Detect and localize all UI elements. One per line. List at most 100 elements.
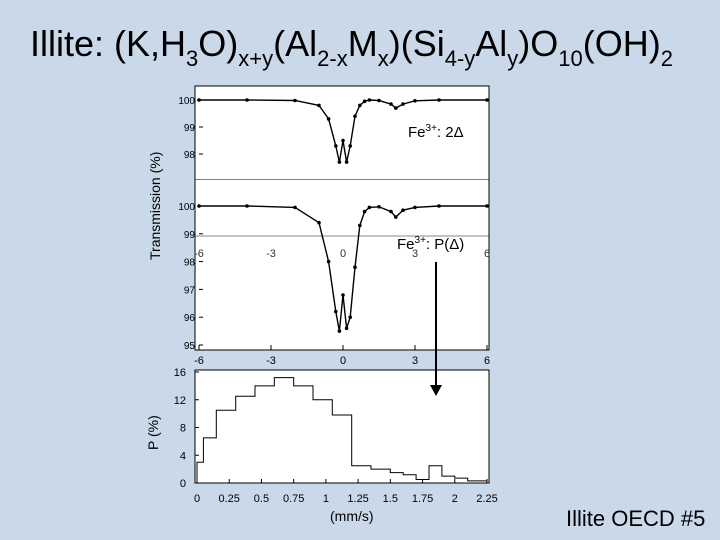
spectrum-point xyxy=(337,160,342,164)
spectrum-point xyxy=(362,209,367,214)
histogram-bar xyxy=(455,478,468,483)
spectrum-point xyxy=(401,102,405,106)
spectrum-point xyxy=(362,99,367,104)
upper-spectrum-plot: 100 99 98 xyxy=(178,96,489,164)
fe-lower-suffix: : P(Δ) xyxy=(425,236,465,253)
spectrum-point xyxy=(245,98,249,102)
fe-upper-label: Fe3+: 2Δ xyxy=(408,123,464,142)
title-formula: : (K,H3O)x+y(Al2-xMx)(Si4-yAly)O10(OH)2 xyxy=(94,23,673,70)
spectrum-point xyxy=(413,99,417,103)
lower-spectrum-plot: 100 99 98 97 96 95 -6 -6 -3 -3 0 0 3 3 6 6 xyxy=(178,202,490,367)
histogram-y-axis-label: P (%) xyxy=(145,415,161,450)
histogram-bar xyxy=(197,462,203,483)
histogram-bar xyxy=(390,473,403,483)
spectrum-point xyxy=(437,204,441,208)
spectrum-point xyxy=(377,98,381,103)
hist-x-tick-label: 0.5 xyxy=(254,493,269,505)
spectrum-point xyxy=(293,205,297,210)
histogram-plot: 16 12 8 4 00 0.25 0.5 0.75 1 1.25 1.5 1.75 2 2.25 xyxy=(174,367,498,505)
spectrum-point xyxy=(485,204,489,208)
histogram-bar xyxy=(429,466,442,483)
fe-lower-sup: 3+ xyxy=(414,235,426,246)
formula-text: (OH) xyxy=(582,23,661,64)
spectrum-point xyxy=(401,208,405,212)
spectrum-point xyxy=(367,98,372,102)
hist-x-tick-label: 1.5 xyxy=(383,493,398,505)
spectrum-point xyxy=(326,259,331,264)
spectrum-point xyxy=(337,329,342,333)
histogram-bar xyxy=(274,378,293,483)
formula-subscript: 3 xyxy=(186,46,199,72)
histogram-x-axis-label: (mm/s) xyxy=(330,508,374,524)
spectrum-point xyxy=(394,215,398,219)
hist-x-tick-label: 0 xyxy=(194,493,200,505)
title-mineral-name: Illite xyxy=(30,23,95,64)
formula-text: : (K,H xyxy=(94,23,187,64)
lower-y-tick-label: 97 xyxy=(184,285,196,296)
spectrum-point xyxy=(348,315,353,320)
histogram-bar xyxy=(313,400,332,483)
lower-y-tick-label: 99 xyxy=(184,230,196,241)
hist-y-tick-label: 0 xyxy=(180,478,186,490)
spectrum-point xyxy=(353,114,357,118)
lower-y-tick-label: 96 xyxy=(184,313,196,324)
lower-y-tick-label: 98 xyxy=(184,258,196,269)
spectrum-point xyxy=(389,102,393,106)
formula-subscript: x xyxy=(377,46,389,72)
formula-text: (Al xyxy=(273,23,318,64)
histogram-bar xyxy=(352,466,371,483)
formula-subscript: x+y xyxy=(238,46,274,72)
histogram-frame xyxy=(194,369,490,484)
spectrum-point xyxy=(437,98,441,102)
spectrum-point xyxy=(341,138,345,143)
histogram-bar xyxy=(216,410,235,483)
spectrum-point xyxy=(394,106,398,110)
fe-upper-sup: 3+ xyxy=(425,123,437,134)
lower-y-tick-label: 100 xyxy=(178,202,195,213)
spectrum-point xyxy=(358,103,362,108)
hist-x-tick-label: 2.25 xyxy=(476,493,497,505)
spectrum-point xyxy=(317,220,321,225)
histogram-bar xyxy=(294,386,313,483)
spectrum-point xyxy=(353,265,357,270)
histogram-bar xyxy=(442,476,455,483)
formula-subscript: y xyxy=(507,46,519,72)
spectrum-point xyxy=(344,160,349,164)
hist-x-tick-label: 1.25 xyxy=(347,493,368,505)
formula-subscript: 10 xyxy=(558,46,583,72)
spectrum-point xyxy=(293,98,297,103)
formula-subscript: 2-x xyxy=(317,46,348,72)
upper-y-tick-label: 98 xyxy=(184,150,196,161)
spectrum-point xyxy=(245,204,249,208)
formula-text: M xyxy=(347,23,378,64)
hist-x-tick-label: 1.75 xyxy=(412,493,433,505)
lower-x-tick-label: -3 xyxy=(266,355,276,367)
hist-y-tick-label: 4 xyxy=(180,450,186,462)
spectrum-point xyxy=(377,205,381,209)
spectrum-point xyxy=(334,144,338,148)
histogram-step-line xyxy=(196,377,487,483)
histogram-bar xyxy=(371,469,390,483)
formula-text: )(Si xyxy=(388,23,445,64)
histogram-bar xyxy=(255,386,274,483)
spectrum-point xyxy=(348,144,353,148)
hist-y-tick-label: 12 xyxy=(174,395,186,407)
histogram-bar xyxy=(236,396,255,483)
upper-y-tick-label: 99 xyxy=(184,123,196,134)
spectrum-point xyxy=(413,205,417,210)
spectrum-y-axis-label: Transmission (%) xyxy=(147,152,163,260)
arrow-head xyxy=(430,385,442,396)
fe-lower-label: Fe3+: P(Δ) xyxy=(397,235,465,254)
formula-subscript: 4-y xyxy=(444,46,476,72)
hist-x-tick-label: 0.75 xyxy=(283,493,304,505)
hist-y-tick-label: 8 xyxy=(180,423,186,435)
slide-title: Illite: (K,H3O)x+y(Al2-xMx)(Si4-yAly)O10… xyxy=(30,14,710,74)
hist-x-tick-label: 1 xyxy=(323,493,329,505)
hist-x-tick-label: 0.25 xyxy=(219,493,240,505)
spectrum-point xyxy=(389,209,393,214)
spectrum-point xyxy=(367,205,372,210)
footer-caption: Illite OECD #5 xyxy=(566,506,706,531)
spectrum-point xyxy=(341,293,345,297)
lower-x-tick-label: 0 xyxy=(340,355,346,367)
